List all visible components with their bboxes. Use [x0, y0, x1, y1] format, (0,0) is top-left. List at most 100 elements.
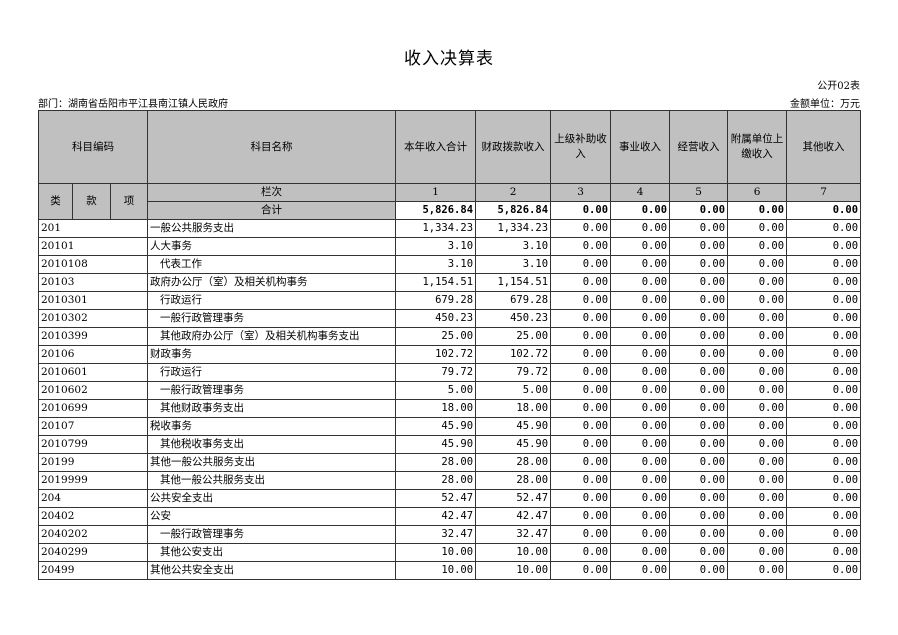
table-row: 20101 人大事务 3.10 3.10 0.00 0.00 0.00 0.00 0.00 [37, 237, 862, 256]
table-row: 2019999 其他一般公共服务支出 28.00 28.00 0.00 0.00 0.00 0… [37, 471, 862, 490]
row-value: 0.00 [669, 489, 729, 508]
row-value: 0.00 [669, 453, 729, 472]
row-code: 2010699 [37, 399, 149, 418]
table-row: 2010302 一般行政管理事务 450.23 450.23 0.00 0.00 0.00 0… [37, 309, 862, 328]
row-value: 10.00 [395, 543, 477, 562]
row-value: 0.00 [550, 255, 612, 274]
row-value: 0.00 [669, 219, 729, 238]
header-code: 科目编码 [37, 110, 149, 184]
row-name: 税收事务 [147, 417, 397, 436]
row-value: 102.72 [475, 345, 552, 364]
row-name: 一般行政管理事务 [147, 309, 397, 328]
row-code: 2040299 [37, 543, 149, 562]
col-num: 6 [727, 183, 788, 202]
row-value: 0.00 [786, 453, 862, 472]
row-value: 679.28 [395, 291, 477, 310]
row-value: 0.00 [610, 471, 671, 490]
row-value: 0.00 [610, 435, 671, 454]
row-value: 3.10 [475, 237, 552, 256]
header-kuan: 款 [72, 183, 111, 220]
col-num: 3 [550, 183, 612, 202]
col-num: 2 [475, 183, 552, 202]
row-code: 204 [37, 489, 149, 508]
table-row: 20402 公安 42.47 42.47 0.00 0.00 0.00 0.00 0.00 [37, 507, 862, 526]
total-row: 合计 5,826.84 5,826.84 0.00 0.00 0.00 0.00… [39, 201, 862, 220]
row-value: 0.00 [727, 543, 788, 562]
row-value: 28.00 [475, 471, 552, 490]
row-value: 18.00 [475, 399, 552, 418]
row-value: 42.47 [395, 507, 477, 526]
row-value: 0.00 [550, 525, 612, 544]
row-value: 0.00 [727, 363, 788, 382]
row-value: 0.00 [669, 525, 729, 544]
row-value: 0.00 [786, 399, 862, 418]
row-value: 0.00 [610, 363, 671, 382]
table-row: 2010699 其他财政事务支出 18.00 18.00 0.00 0.00 0.00 0.0… [37, 399, 862, 418]
row-value: 0.00 [786, 255, 862, 274]
total-value: 0.00 [669, 201, 729, 220]
row-value: 0.00 [610, 345, 671, 364]
table-row: 20106 财政事务 102.72 102.72 0.00 0.00 0.00 0.00 0.0… [37, 345, 862, 364]
row-value: 0.00 [610, 219, 671, 238]
row-name: 行政运行 [147, 291, 397, 310]
row-value: 1,154.51 [475, 273, 552, 292]
row-value: 0.00 [610, 255, 671, 274]
row-code: 2010302 [37, 309, 149, 328]
row-value: 0.00 [786, 489, 862, 508]
header-col-1: 本年收入合计 [395, 110, 477, 184]
table-row: 2010301 行政运行 679.28 679.28 0.00 0.00 0.00 0.00 0… [37, 291, 862, 310]
table-row: 20199 其他一般公共服务支出 28.00 28.00 0.00 0.00 0.00 0.0… [37, 453, 862, 472]
row-value: 0.00 [786, 525, 862, 544]
row-name: 一般公共服务支出 [147, 219, 397, 238]
table-row: 204 公共安全支出 52.47 52.47 0.00 0.00 0.00 0.00 0.00 [37, 489, 862, 508]
row-value: 0.00 [727, 273, 788, 292]
row-value: 0.00 [669, 399, 729, 418]
form-number: 公开02表 [817, 81, 860, 92]
table-row: 20107 税收事务 45.90 45.90 0.00 0.00 0.00 0.00 0.00 [37, 417, 862, 436]
row-value: 79.72 [395, 363, 477, 382]
row-value: 0.00 [550, 453, 612, 472]
row-value: 79.72 [475, 363, 552, 382]
row-value: 0.00 [669, 507, 729, 526]
total-value: 5,826.84 [475, 201, 552, 220]
table-row: 2010399 其他政府办公厅（室）及相关机构事务支出 25.00 25.00 0.00… [37, 327, 862, 346]
total-value: 5,826.84 [395, 201, 477, 220]
row-value: 0.00 [610, 309, 671, 328]
row-code: 20107 [37, 417, 149, 436]
row-name: 公安 [147, 507, 397, 526]
row-value: 0.00 [786, 561, 862, 580]
row-value: 0.00 [727, 417, 788, 436]
table-row: 20499 其他公共安全支出 10.00 10.00 0.00 0.00 0.00 0.00 0… [37, 561, 862, 580]
header-col-2: 财政拨款收入 [475, 110, 552, 184]
row-value: 28.00 [395, 453, 477, 472]
header-col-4: 事业收入 [610, 110, 671, 184]
row-value: 0.00 [669, 309, 729, 328]
row-value: 10.00 [395, 561, 477, 580]
row-value: 0.00 [550, 399, 612, 418]
row-code: 201 [37, 219, 149, 238]
row-code: 20103 [37, 273, 149, 292]
header-col-6: 附属单位上缴收入 [727, 110, 788, 184]
department-label: 部门：湖南省岳阳市平江县南江镇人民政府 [38, 99, 228, 110]
row-value: 45.90 [395, 435, 477, 454]
row-value: 0.00 [786, 435, 862, 454]
row-value: 0.00 [669, 291, 729, 310]
row-value: 0.00 [550, 273, 612, 292]
header-col-7: 其他收入 [786, 110, 862, 184]
row-value: 0.00 [786, 363, 862, 382]
row-value: 0.00 [610, 525, 671, 544]
header-xiang: 项 [109, 183, 149, 220]
row-code: 20101 [37, 237, 149, 256]
row-value: 0.00 [727, 219, 788, 238]
row-value: 0.00 [786, 507, 862, 526]
row-value: 1,334.23 [475, 219, 552, 238]
row-value: 0.00 [550, 363, 612, 382]
table-row: 2010108 代表工作 3.10 3.10 0.00 0.00 0.00 0.00 0.00 [37, 255, 862, 274]
row-name: 其他一般公共服务支出 [147, 471, 397, 490]
row-value: 0.00 [669, 561, 729, 580]
row-value: 102.72 [395, 345, 477, 364]
row-name: 一般行政管理事务 [147, 525, 397, 544]
row-name: 其他财政事务支出 [147, 399, 397, 418]
row-value: 0.00 [550, 507, 612, 526]
row-value: 0.00 [727, 399, 788, 418]
